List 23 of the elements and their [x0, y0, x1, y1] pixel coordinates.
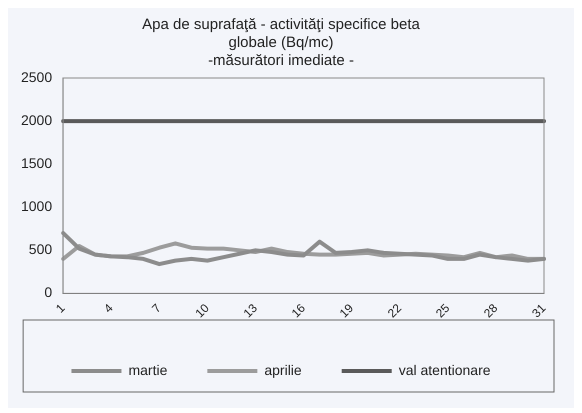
y-tick-label: 0 — [44, 284, 52, 300]
x-tick-label: 16 — [288, 300, 308, 320]
x-tick-label: 4 — [101, 300, 116, 316]
text: -măsurători imediate - — [208, 52, 354, 70]
text: Apa de suprafaţă - activităţi specifice beta — [142, 16, 420, 34]
text: globale (Bq/mc) — [228, 34, 334, 52]
x-tick-label: 31 — [529, 300, 549, 320]
legend-label: val atentionare — [398, 362, 491, 378]
legend-label: martie — [128, 362, 168, 378]
x-tick-label: 22 — [384, 300, 404, 320]
x-tick-label: 10 — [192, 300, 212, 320]
legend-label: aprilie — [264, 362, 302, 378]
y-tick-label: 1500 — [20, 155, 52, 172]
y-tick-label: 2500 — [20, 68, 52, 85]
y-tick-label: 1000 — [20, 198, 52, 214]
x-tick-label: 19 — [336, 300, 356, 320]
x-tick-label: 7 — [149, 300, 164, 316]
x-tick-label: 25 — [432, 300, 453, 320]
x-tick-label: 13 — [240, 300, 260, 320]
y-tick-label: 2000 — [20, 112, 52, 128]
y-tick-label: 500 — [28, 241, 52, 258]
x-tick-label: 1 — [52, 300, 68, 316]
x-tick-label: 28 — [481, 300, 501, 320]
